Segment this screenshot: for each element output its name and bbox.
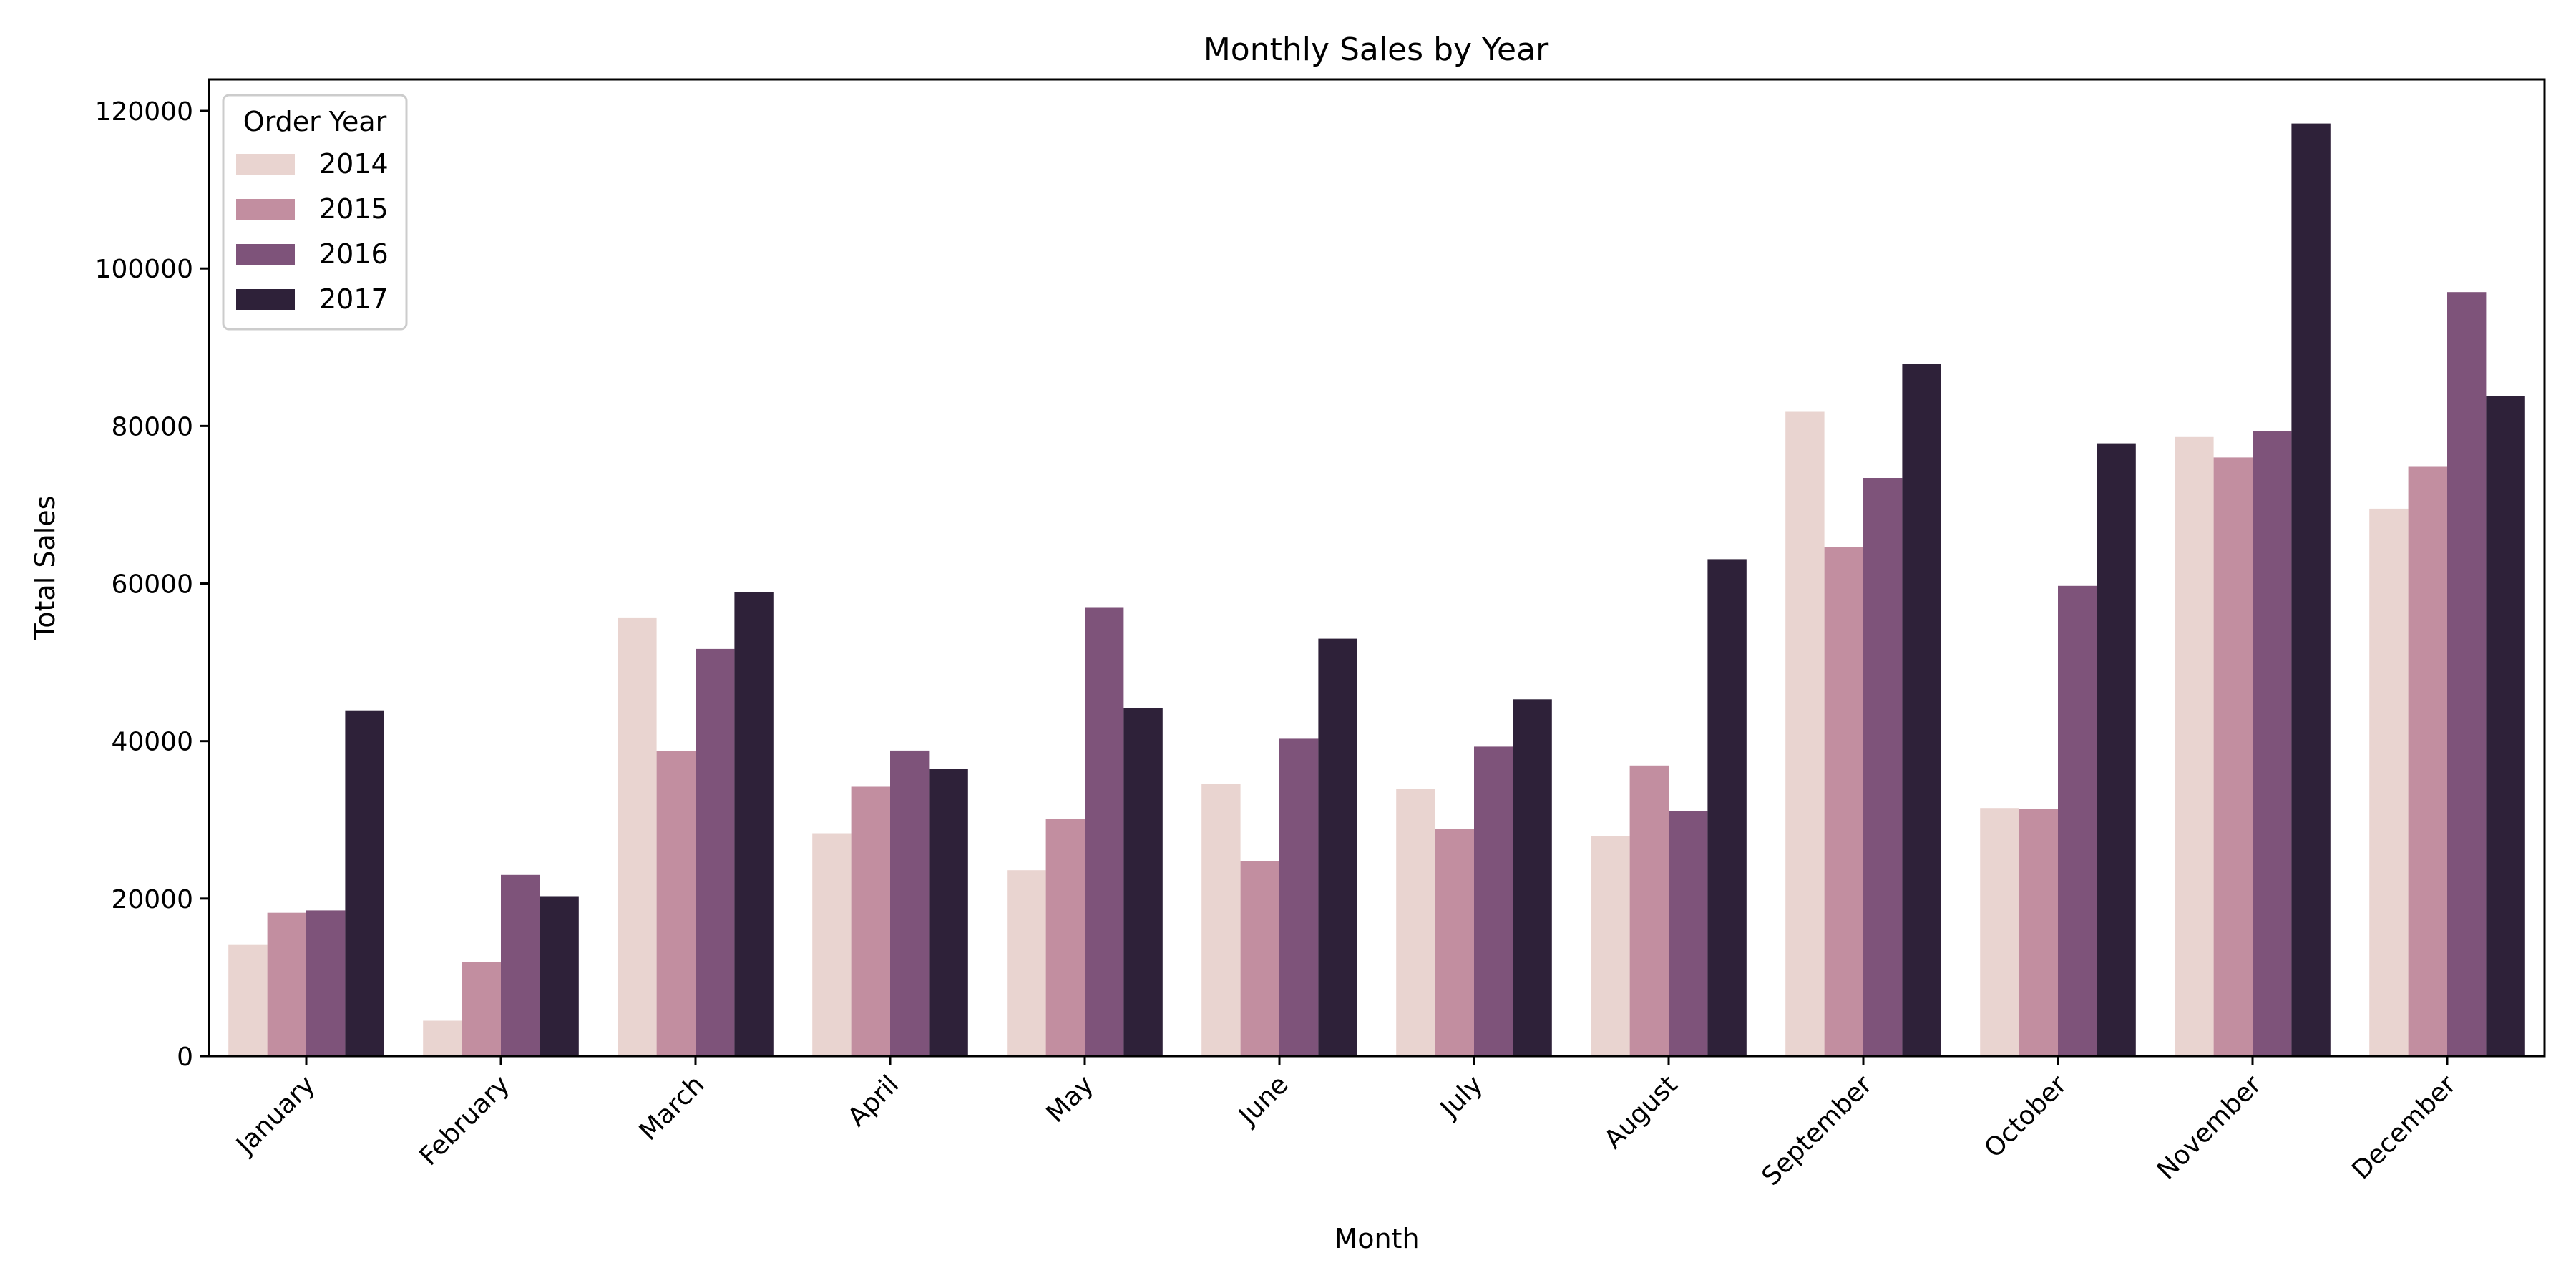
- x-tick-label: June: [1233, 1070, 1294, 1131]
- legend: Order Year 2014 2015 2016 2017: [222, 94, 408, 331]
- legend-swatch-2014: [236, 154, 295, 175]
- bar-2014-december: [2369, 508, 2409, 1056]
- legend-box: [222, 94, 408, 331]
- bar-2016-may: [1085, 607, 1124, 1056]
- y-axis-label: Total Sales: [29, 496, 61, 641]
- y-axis: 0 20000 40000 60000 80000 100000 120000: [95, 97, 209, 1072]
- bar-2015-december: [2408, 466, 2447, 1056]
- bar-2016-september: [1863, 478, 1903, 1056]
- bar-2017-september: [1902, 364, 1941, 1056]
- bar-2015-march: [656, 751, 696, 1056]
- x-tick-label: May: [1041, 1070, 1100, 1128]
- bar-2017-december: [2486, 396, 2525, 1056]
- y-tick-label: 120000: [95, 97, 193, 127]
- bar-2016-december: [2447, 292, 2487, 1057]
- bar-2015-september: [1824, 547, 1863, 1056]
- legend-label-2017: 2017: [319, 283, 389, 315]
- x-tick-label: January: [230, 1070, 321, 1161]
- y-tick-label: 40000: [111, 728, 193, 757]
- bar-2014-april: [812, 833, 852, 1056]
- bar-2014-june: [1201, 784, 1241, 1056]
- bar-2015-april: [851, 786, 890, 1056]
- plot-frame: [208, 78, 2546, 1058]
- y-tick-label: 60000: [111, 570, 193, 600]
- x-tick-label: August: [1599, 1070, 1683, 1154]
- x-tick-label: October: [1979, 1070, 2072, 1163]
- bar-2017-january: [345, 710, 384, 1056]
- bar-2015-october: [2019, 809, 2058, 1056]
- bar-2016-march: [696, 648, 735, 1056]
- x-tick-label: July: [1434, 1070, 1488, 1124]
- x-axis: January February March April May June July Augu…: [230, 1056, 2462, 1191]
- bar-2017-april: [929, 769, 968, 1056]
- legend-label-2014: 2014: [319, 148, 389, 180]
- bar-2016-june: [1279, 738, 1319, 1056]
- legend-label-2016: 2016: [319, 238, 389, 270]
- bar-2017-october: [2097, 443, 2136, 1056]
- bar-2016-july: [1474, 746, 1513, 1056]
- bar-2015-february: [462, 962, 501, 1056]
- bar-2014-october: [1980, 808, 2019, 1056]
- bar-2014-august: [1591, 836, 1630, 1056]
- bar-2017-august: [1707, 559, 1747, 1056]
- bars-group: [228, 123, 2525, 1057]
- bar-2017-may: [1123, 708, 1163, 1056]
- bar-2016-november: [2253, 431, 2292, 1056]
- y-tick-label: 20000: [111, 885, 193, 914]
- x-tick-label: March: [634, 1070, 711, 1146]
- bar-2016-january: [306, 910, 346, 1056]
- bar-2015-may: [1045, 819, 1085, 1056]
- bar-2016-february: [501, 874, 540, 1056]
- bar-2015-june: [1240, 861, 1279, 1056]
- bar-2014-may: [1007, 870, 1046, 1056]
- legend-swatch-2015: [236, 199, 295, 220]
- bar-2015-january: [267, 912, 306, 1056]
- bar-2015-july: [1435, 829, 1474, 1056]
- bar-2017-march: [734, 592, 774, 1056]
- bar-2016-october: [2058, 585, 2097, 1056]
- bar-2016-april: [890, 750, 930, 1056]
- bar-2017-june: [1318, 638, 1357, 1056]
- x-tick-label: February: [414, 1070, 516, 1171]
- x-tick-label: November: [2152, 1070, 2268, 1186]
- bar-2014-march: [618, 617, 657, 1056]
- bar-2014-september: [1785, 411, 1825, 1056]
- bar-2014-january: [228, 944, 268, 1056]
- bar-2015-august: [1629, 765, 1669, 1056]
- legend-label-2015: 2015: [319, 193, 389, 225]
- bar-2014-july: [1396, 789, 1435, 1056]
- legend-swatch-2017: [236, 289, 295, 310]
- legend-title: Order Year: [243, 106, 387, 137]
- bar-2017-february: [540, 896, 579, 1056]
- chart-title: Monthly Sales by Year: [1204, 31, 1549, 68]
- x-tick-label: September: [1757, 1070, 1878, 1191]
- bar-2016-august: [1669, 811, 1708, 1056]
- bar-2017-july: [1513, 699, 1552, 1056]
- y-tick-label: 80000: [111, 412, 193, 441]
- x-tick-label: April: [842, 1070, 904, 1132]
- x-axis-label: Month: [1334, 1223, 1419, 1254]
- legend-swatch-2016: [236, 244, 295, 265]
- y-tick-label: 0: [177, 1043, 193, 1072]
- bar-2015-november: [2213, 457, 2253, 1056]
- bar-2014-november: [2175, 436, 2214, 1056]
- x-tick-label: December: [2346, 1070, 2462, 1185]
- bar-2017-november: [2291, 123, 2331, 1057]
- y-tick-label: 100000: [95, 255, 193, 284]
- bar-2014-february: [423, 1020, 462, 1056]
